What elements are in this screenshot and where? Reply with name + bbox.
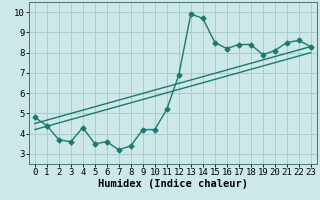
X-axis label: Humidex (Indice chaleur): Humidex (Indice chaleur)	[98, 179, 248, 189]
